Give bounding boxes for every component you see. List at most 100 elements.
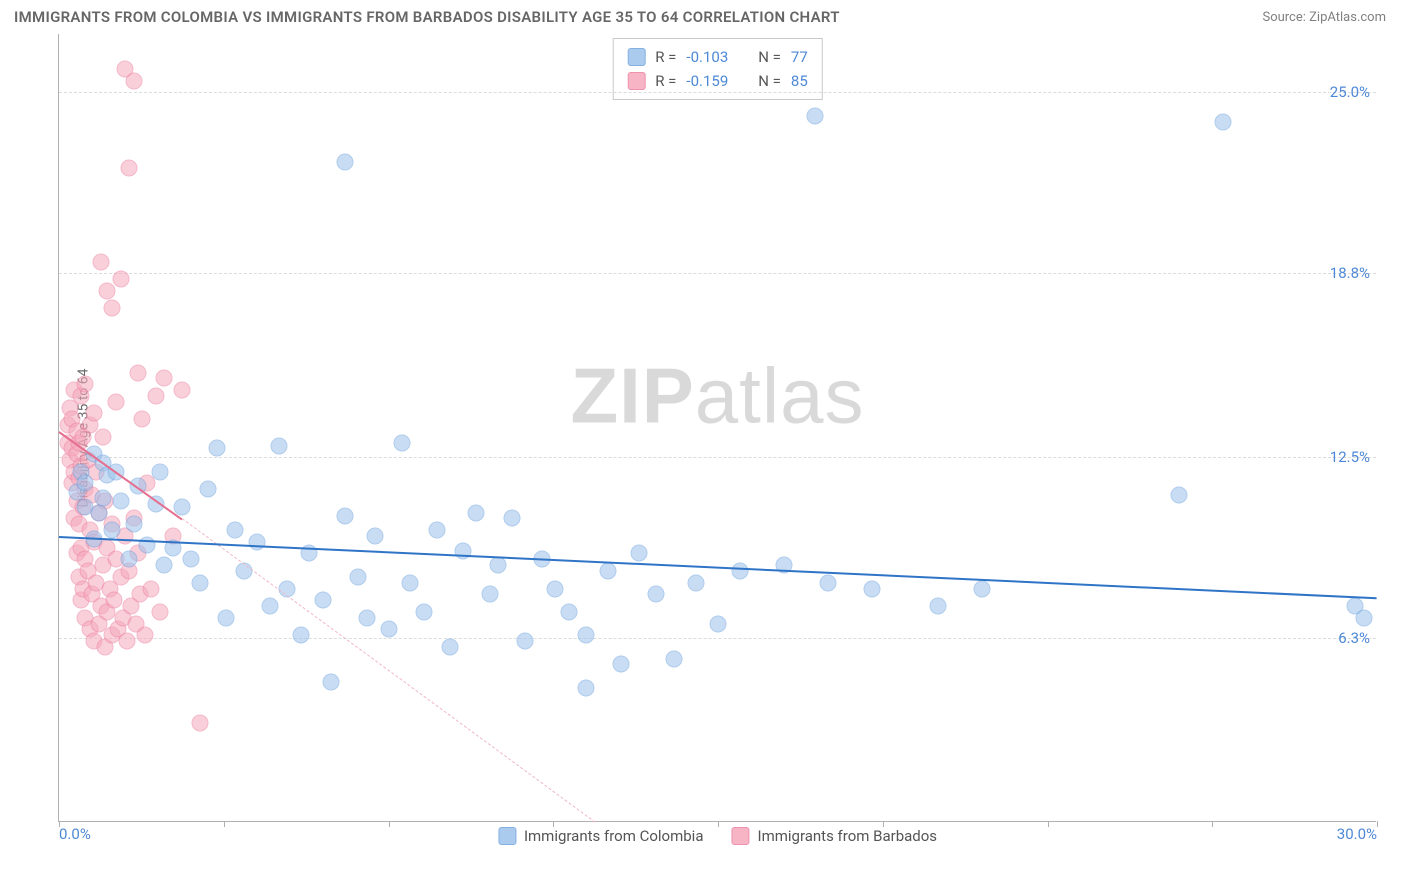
data-point-colombia: [600, 563, 617, 580]
stats-row-colombia: R =-0.103N =77: [627, 45, 808, 69]
data-point-barbados: [136, 627, 153, 644]
y-tick-label: 18.8%: [1330, 264, 1370, 282]
data-point-barbados: [134, 411, 151, 428]
stat-r-label: R =: [655, 45, 676, 69]
stat-r-value: -0.103: [686, 45, 728, 69]
data-point-barbados: [147, 387, 164, 404]
data-point-barbados: [119, 633, 136, 650]
data-point-colombia: [560, 603, 577, 620]
data-point-barbados: [191, 714, 208, 731]
source-attribution: Source: ZipAtlas.com: [1262, 10, 1386, 25]
data-point-colombia: [1355, 609, 1372, 626]
data-point-colombia: [138, 536, 155, 553]
data-point-barbados: [121, 160, 138, 177]
data-point-colombia: [731, 563, 748, 580]
trend-line: [59, 536, 1377, 599]
x-tick: [1212, 821, 1213, 827]
series-legend: Immigrants from Colombia Immigrants from …: [498, 827, 937, 845]
data-point-colombia: [121, 551, 138, 568]
data-point-colombia: [156, 557, 173, 574]
legend-swatch-icon: [498, 827, 516, 845]
stat-r-value: -0.159: [686, 69, 728, 93]
data-point-colombia: [200, 481, 217, 498]
legend-label: Immigrants from Colombia: [524, 827, 704, 845]
data-point-colombia: [349, 568, 366, 585]
x-tick: [883, 821, 884, 827]
data-point-colombia: [226, 522, 243, 539]
x-tick: [1048, 821, 1049, 827]
data-point-colombia: [578, 627, 595, 644]
data-point-colombia: [1171, 487, 1188, 504]
data-point-colombia: [94, 490, 111, 507]
data-point-colombia: [402, 574, 419, 591]
data-point-colombia: [710, 615, 727, 632]
trend-line: [182, 519, 596, 823]
data-point-colombia: [819, 574, 836, 591]
data-point-colombia: [182, 551, 199, 568]
data-point-colombia: [152, 463, 169, 480]
data-point-barbados: [92, 253, 109, 270]
data-point-colombia: [1215, 113, 1232, 130]
gridline: [59, 273, 1376, 274]
data-point-colombia: [863, 580, 880, 597]
data-point-colombia: [503, 510, 520, 527]
data-point-colombia: [103, 522, 120, 539]
data-point-colombia: [261, 598, 278, 615]
data-point-colombia: [973, 580, 990, 597]
watermark: ZIPatlas: [570, 351, 864, 442]
correlation-stats-box: R =-0.103N =77R =-0.159N =85: [612, 38, 823, 100]
data-point-colombia: [428, 522, 445, 539]
data-point-colombia: [578, 679, 595, 696]
data-point-barbados: [86, 405, 103, 422]
data-point-barbados: [108, 393, 125, 410]
x-tick-label: 30.0%: [1337, 825, 1377, 843]
data-point-barbados: [94, 428, 111, 445]
data-point-colombia: [209, 440, 226, 457]
x-tick: [224, 821, 225, 827]
x-tick: [553, 821, 554, 827]
data-point-barbados: [103, 300, 120, 317]
watermark-light: atlas: [695, 352, 865, 440]
gridline: [59, 638, 1376, 639]
data-point-barbados: [174, 382, 191, 399]
gridline: [59, 92, 1376, 93]
data-point-barbados: [152, 603, 169, 620]
y-tick-label: 25.0%: [1330, 83, 1370, 101]
data-point-colombia: [174, 498, 191, 515]
data-point-colombia: [323, 673, 340, 690]
data-point-colombia: [248, 533, 265, 550]
data-point-colombia: [806, 107, 823, 124]
data-point-colombia: [292, 627, 309, 644]
watermark-bold: ZIP: [570, 352, 694, 440]
data-point-colombia: [442, 638, 459, 655]
data-point-colombia: [314, 592, 331, 609]
data-point-colombia: [112, 492, 129, 509]
data-point-colombia: [516, 633, 533, 650]
data-point-barbados: [105, 592, 122, 609]
stat-n-label: N =: [758, 69, 781, 93]
data-point-barbados: [112, 271, 129, 288]
y-tick-label: 6.3%: [1338, 629, 1370, 647]
data-point-barbados: [77, 376, 94, 393]
legend-swatch-icon: [627, 48, 645, 66]
data-point-colombia: [358, 609, 375, 626]
data-point-colombia: [380, 621, 397, 638]
legend-label: Immigrants from Barbados: [757, 827, 937, 845]
data-point-barbados: [125, 72, 142, 89]
gridline: [59, 457, 1376, 458]
source-prefix: Source:: [1262, 10, 1309, 25]
x-tick: [389, 821, 390, 827]
data-point-colombia: [336, 507, 353, 524]
data-point-colombia: [336, 154, 353, 171]
x-tick: [718, 821, 719, 827]
data-point-colombia: [630, 545, 647, 562]
data-point-colombia: [929, 598, 946, 615]
stats-row-barbados: R =-0.159N =85: [627, 69, 808, 93]
source-link[interactable]: ZipAtlas.com: [1309, 10, 1386, 25]
scatter-plot: ZIPatlas R =-0.103N =77R =-0.159N =85 Im…: [58, 34, 1376, 822]
data-point-barbados: [143, 580, 160, 597]
data-point-colombia: [666, 650, 683, 667]
chart-title: IMMIGRANTS FROM COLOMBIA VS IMMIGRANTS F…: [14, 8, 840, 26]
stat-r-label: R =: [655, 69, 676, 93]
stat-n-value: 77: [791, 45, 808, 69]
